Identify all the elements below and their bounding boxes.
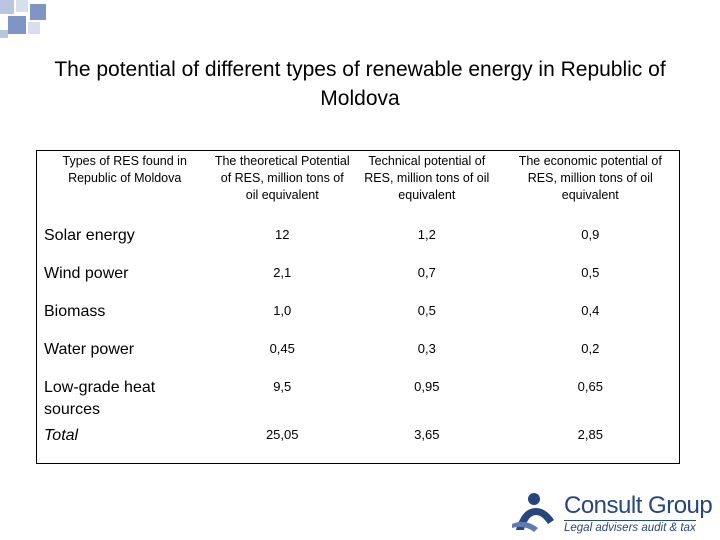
cell-economic: 0,5 [581,265,600,280]
cell-economic: 0,65 [577,379,603,394]
header-technical: Technical potential of RES, million tons… [364,154,490,202]
table-row: Wind power 2,1 0,7 0,5 [37,263,679,301]
consult-group-logo: Consult Group Legal advisers audit & tax [510,490,720,540]
corner-decoration [0,0,60,40]
cell-economic: 0,2 [581,341,600,356]
table-row-total: Total 25,05 3,65 2,85 [37,425,679,455]
logo-name: Consult Group [564,492,713,519]
cell-theoretical: 2,1 [273,265,292,280]
cell-theoretical: 9,5 [273,379,292,394]
cell-theoretical: 1,0 [273,303,292,318]
row-label: Wind power [44,265,129,282]
cell-technical: 0,3 [417,341,436,356]
table-row: Water power 0,45 0,3 0,2 [37,339,679,377]
cell-economic: 0,9 [581,227,600,242]
table-row: Solar energy 12 1,2 0,9 [37,225,679,263]
cell-theoretical: 0,45 [269,341,295,356]
row-label: Biomass [44,303,106,320]
cell-technical: 1,2 [417,227,436,242]
cell-technical: 3,65 [414,427,440,442]
res-potential-table: Types of RES found in Republic of Moldov… [36,150,680,464]
cell-economic: 0,4 [581,303,600,318]
row-label-total: Total [44,427,79,444]
table-header-row: Types of RES found in Republic of Moldov… [37,151,679,225]
row-label: Water power [44,341,135,358]
row-label: Solar energy [44,227,135,244]
header-types: Types of RES found in Republic of Moldov… [62,154,187,185]
cell-theoretical: 25,05 [265,427,299,442]
cell-technical: 0,5 [417,303,436,318]
row-label: Low-grade heat sources [44,379,156,418]
cell-economic: 2,85 [577,427,603,442]
header-economic: The economic potential of RES, million t… [518,154,662,202]
table-row: Low-grade heat sources 9,5 0,95 0,65 [37,377,679,425]
consult-group-logo-icon [512,493,554,532]
page-title: The potential of different types of rene… [54,58,666,110]
logo-tagline: Legal advisers audit & tax [564,520,696,534]
header-theoretical: The theoretical Potential of RES, millio… [214,154,350,202]
cell-technical: 0,95 [414,379,440,394]
cell-theoretical: 12 [275,227,290,242]
cell-technical: 0,7 [417,265,436,280]
table-row: Biomass 1,0 0,5 0,4 [37,301,679,339]
